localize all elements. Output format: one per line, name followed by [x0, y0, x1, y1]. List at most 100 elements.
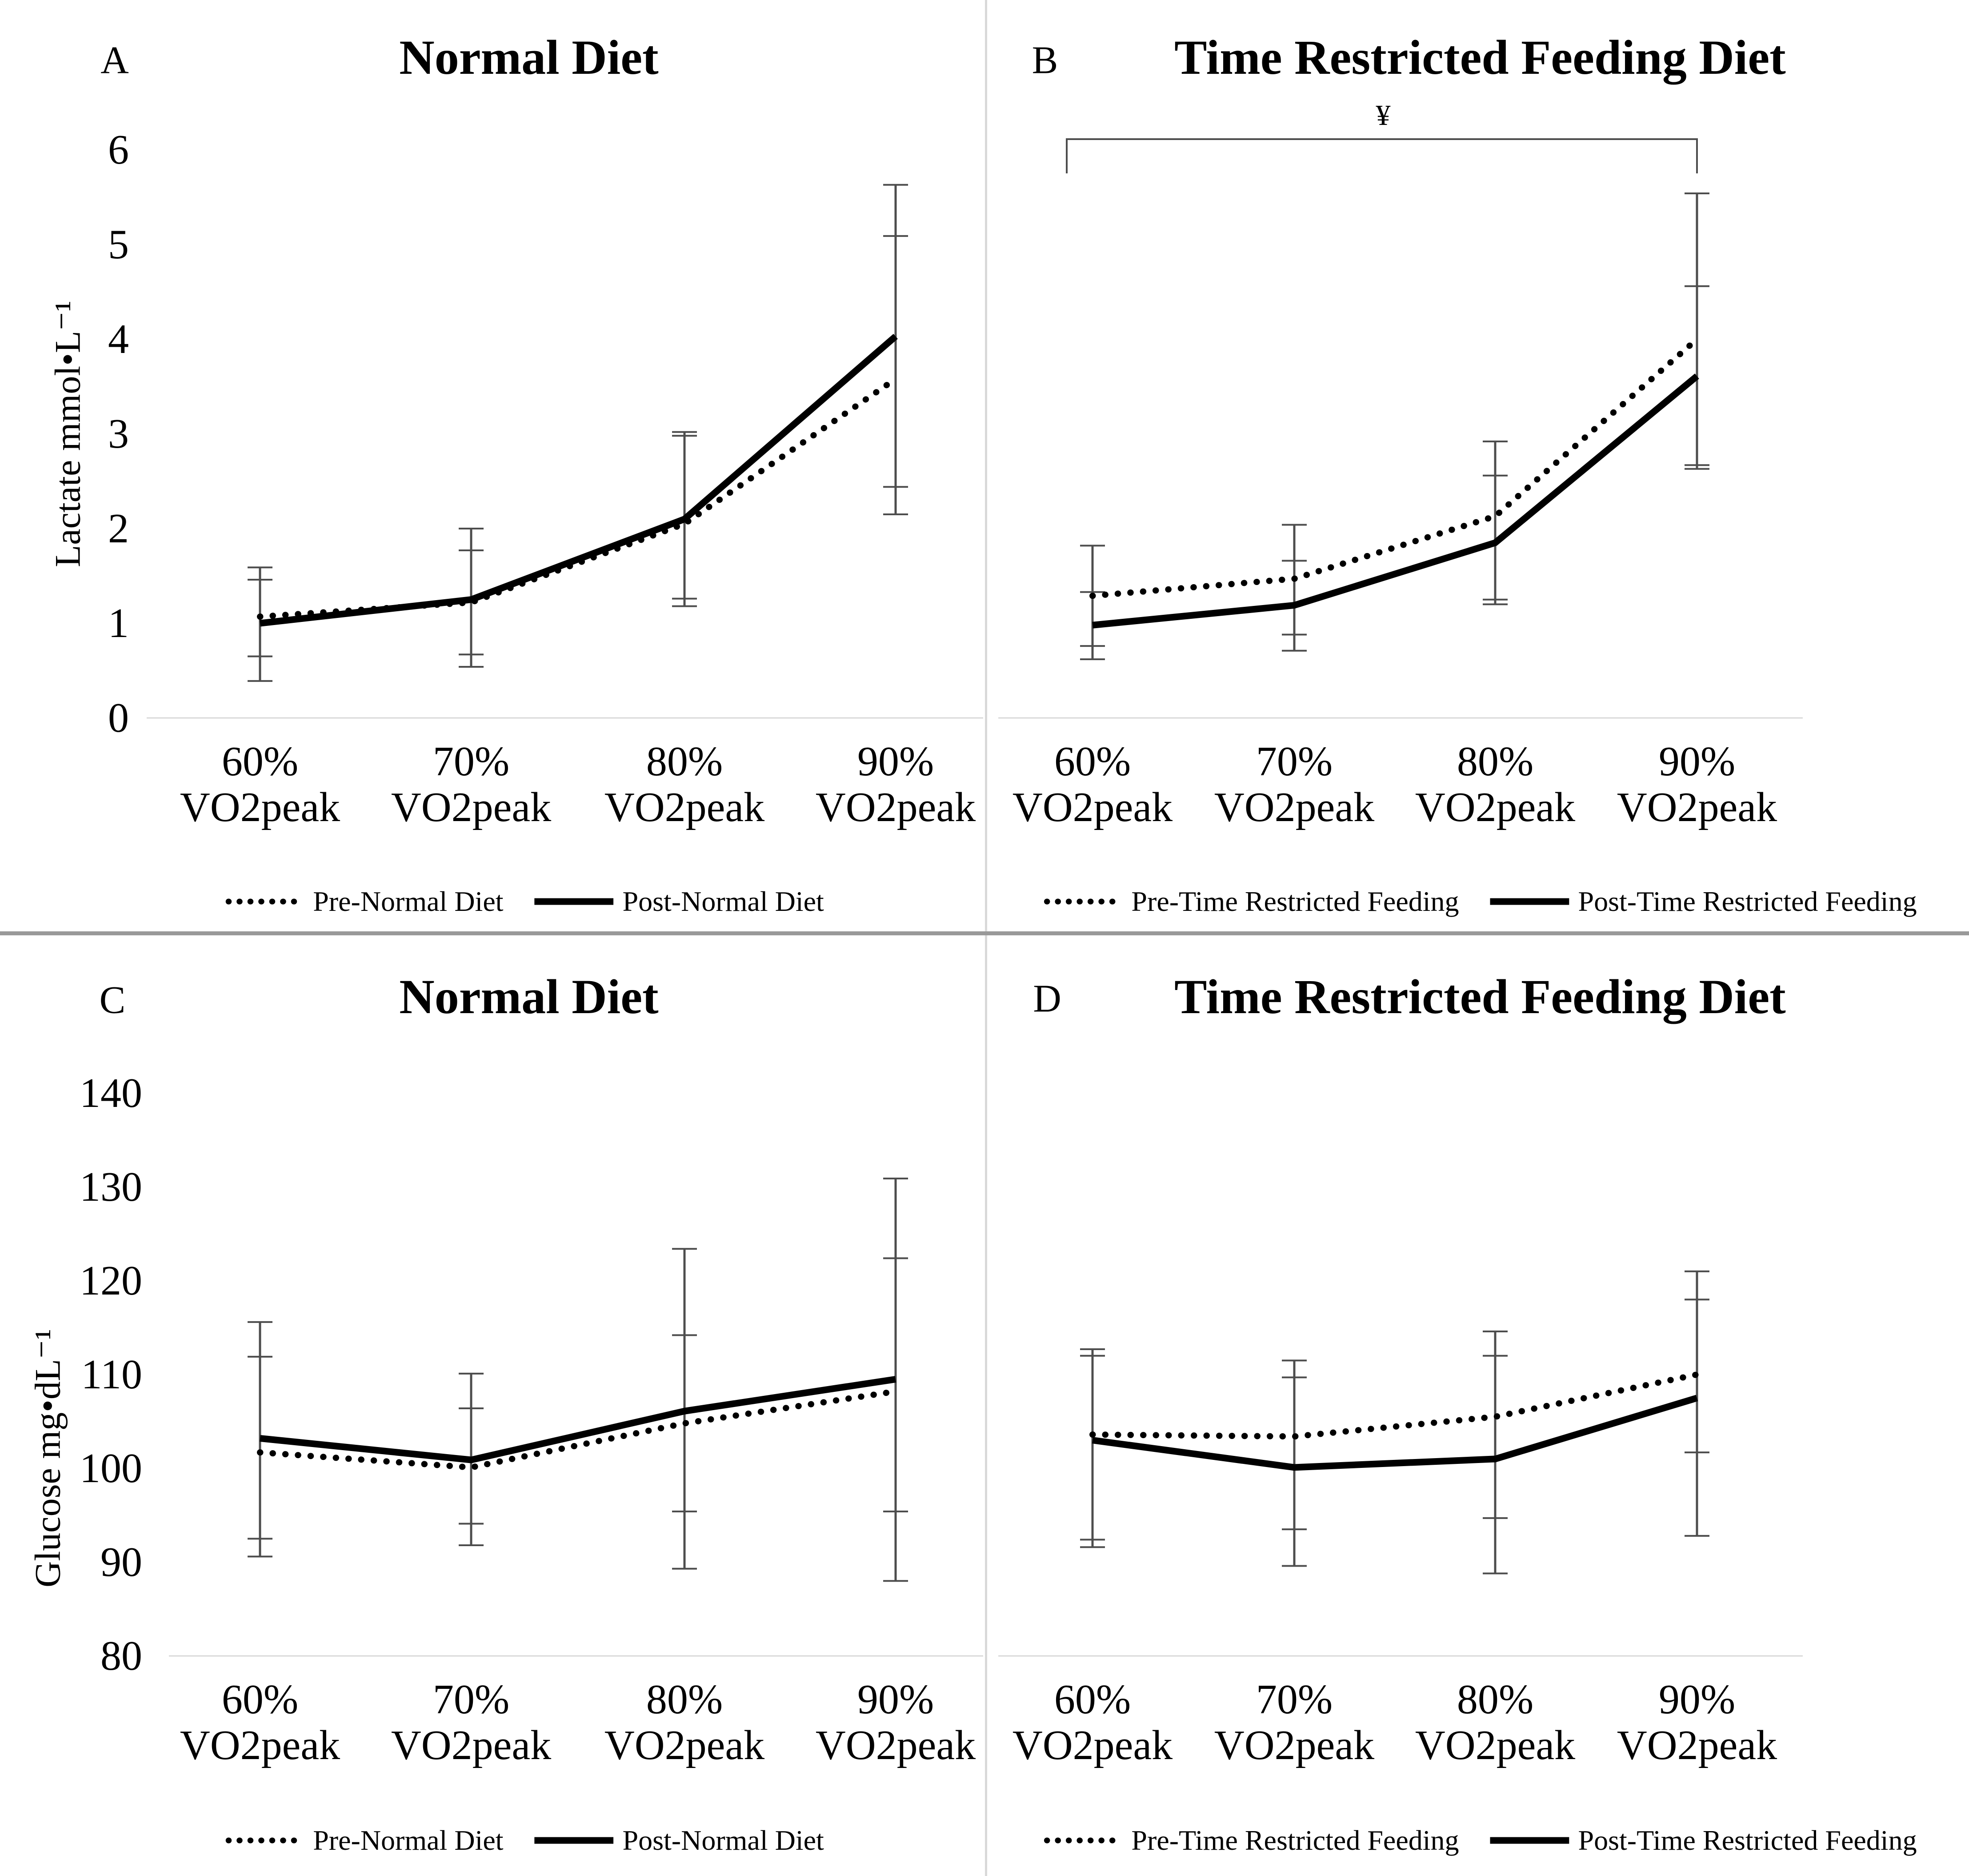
panel-divider-horizontal: [0, 931, 1969, 935]
y-tick-label: 130: [80, 1164, 142, 1210]
series-line-dotted: [257, 1388, 899, 1471]
panel-letter: B: [1032, 39, 1058, 82]
y-tick-label: 80: [100, 1633, 142, 1679]
significance-bracket: [1066, 138, 1698, 173]
x-category-percent: 90%: [1658, 1676, 1736, 1723]
legend-label: Pre-Time Restricted Feeding: [1131, 1824, 1459, 1856]
y-tick-label: 4: [108, 316, 129, 362]
x-category-percent: 80%: [646, 738, 723, 785]
x-category-label: 80% VO2peak: [547, 1676, 822, 1769]
series-line-solid: [260, 1376, 896, 1463]
x-category-unit: VO2peak: [1415, 1722, 1576, 1769]
legend-item-solid: Post-Time Restricted Feeding: [1490, 885, 1917, 918]
legend-label: Post-Normal Diet: [622, 1824, 824, 1856]
x-category-label: 90% VO2peak: [1559, 1676, 1835, 1769]
series-line-dotted: [257, 376, 899, 620]
error-bars-dotted: [1080, 1270, 1709, 1541]
legend-swatch-dotted-line: [225, 1837, 304, 1844]
series-line-dotted: [1089, 1371, 1700, 1440]
series-line-solid: [1092, 1395, 1698, 1471]
x-category-label: 90% VO2peak: [758, 738, 1033, 831]
panel-B: ¥ B Time Restricted Feeding Diet 60% VO2peak…: [989, 0, 1969, 934]
y-tick-label: 110: [81, 1351, 142, 1398]
x-category-label: 80% VO2peak: [547, 738, 822, 831]
x-category-label: 80% VO2peak: [1357, 1676, 1633, 1769]
y-tick-label: 1: [108, 600, 129, 646]
y-tick-label: 100: [80, 1445, 142, 1491]
panel-letter: D: [1033, 977, 1061, 1021]
legend-swatch-solid-line: [1490, 1837, 1569, 1844]
legend-label: Pre-Time Restricted Feeding: [1131, 886, 1459, 917]
x-category-percent: 90%: [857, 738, 934, 785]
x-category-label: 70% VO2peak: [333, 1676, 609, 1769]
legend: Pre-Normal Diet Post-Normal Diet: [225, 885, 824, 918]
x-category-percent: 70%: [432, 1676, 510, 1723]
legend-item-dotted: Pre-Normal Diet: [225, 1824, 504, 1857]
error-bars-dotted: [1080, 285, 1709, 647]
y-tick-label: 2: [108, 505, 129, 552]
x-category-label: 60% VO2peak: [122, 1676, 398, 1769]
legend-label: Post-Normal Diet: [622, 886, 824, 917]
x-category-percent: 60%: [221, 1676, 299, 1723]
x-category-label: 70% VO2peak: [1157, 1676, 1432, 1769]
panel-A-plot: [147, 184, 983, 719]
panel-D: D Time Restricted Feeding Diet 60% VO2peak 7…: [989, 940, 1969, 1876]
x-category-percent: 80%: [1457, 1676, 1534, 1723]
x-category-unit: VO2peak: [1214, 1722, 1375, 1769]
legend: Pre-Time Restricted Feeding Post-Time Res…: [1043, 1824, 1917, 1857]
legend-item-solid: Post-Normal Diet: [534, 885, 824, 918]
legend-item-dotted: Pre-Normal Diet: [225, 885, 504, 918]
panel-title: Time Restricted Feeding Diet: [1174, 30, 1786, 84]
panel-title: Normal Diet: [399, 30, 659, 84]
x-category-label: 60% VO2peak: [955, 738, 1230, 831]
x-category-unit: VO2peak: [180, 784, 340, 831]
significance-symbol: ¥: [1376, 99, 1391, 132]
x-category-unit: VO2peak: [815, 1722, 976, 1769]
panel-letter: A: [100, 39, 129, 82]
legend-item-dotted: Pre-Time Restricted Feeding: [1043, 885, 1459, 918]
x-category-percent: 70%: [1256, 738, 1333, 785]
panel-A: A Normal Diet Lactate mmol•L⁻¹ 0 1 2 3 4 5 6 60% VO…: [0, 0, 989, 934]
error-bars-solid: [1080, 192, 1709, 660]
legend-item-dotted: Pre-Time Restricted Feeding: [1043, 1824, 1459, 1857]
panel-title: Time Restricted Feeding Diet: [1174, 970, 1786, 1024]
x-category-unit: VO2peak: [1415, 784, 1576, 831]
panel-C-plot: [169, 1178, 983, 1657]
error-bars-solid: [248, 1178, 908, 1582]
x-category-unit: VO2peak: [604, 1722, 765, 1769]
panel-C: C Normal Diet Glucose mg•dL⁻¹ 80 90 100 110 120…: [0, 940, 989, 1876]
x-category-unit: VO2peak: [391, 784, 552, 831]
legend: Pre-Normal Diet Post-Normal Diet: [225, 1824, 824, 1857]
x-category-unit: VO2peak: [604, 784, 765, 831]
x-category-unit: VO2peak: [1012, 1722, 1173, 1769]
legend-label: Pre-Normal Diet: [313, 886, 504, 917]
error-bars-dotted: [248, 1257, 908, 1540]
panel-divider-vertical: [985, 0, 987, 1876]
legend-label: Pre-Normal Diet: [313, 1824, 504, 1856]
x-category-unit: VO2peak: [1617, 1722, 1777, 1769]
legend-swatch-dotted-line: [1044, 898, 1122, 905]
legend-item-solid: Post-Time Restricted Feeding: [1490, 1824, 1917, 1857]
x-category-unit: VO2peak: [391, 1722, 552, 1769]
legend-swatch-dotted-line: [1044, 1837, 1122, 1844]
x-category-percent: 60%: [221, 738, 299, 785]
error-bars-dotted: [248, 235, 908, 657]
panel-D-plot: [998, 1270, 1803, 1657]
legend-label: Post-Time Restricted Feeding: [1578, 886, 1917, 917]
x-category-unit: VO2peak: [180, 1722, 340, 1769]
x-category-label: 80% VO2peak: [1357, 738, 1633, 831]
x-category-percent: 60%: [1054, 1676, 1131, 1723]
x-category-label: 70% VO2peak: [333, 738, 609, 831]
x-category-percent: 80%: [1457, 738, 1534, 785]
x-category-unit: VO2peak: [815, 784, 976, 831]
legend: Pre-Time Restricted Feeding Post-Time Res…: [1043, 885, 1917, 918]
y-tick-label: 5: [108, 221, 129, 268]
y-tick-label: 140: [80, 1070, 142, 1116]
y-tick-label: 3: [108, 411, 129, 457]
legend-swatch-dotted-line: [225, 898, 304, 905]
legend-item-solid: Post-Normal Diet: [534, 1824, 824, 1857]
series-line-dotted: [1089, 336, 1700, 599]
y-tick-label: 120: [80, 1258, 142, 1304]
y-tick-label: 90: [100, 1539, 142, 1585]
